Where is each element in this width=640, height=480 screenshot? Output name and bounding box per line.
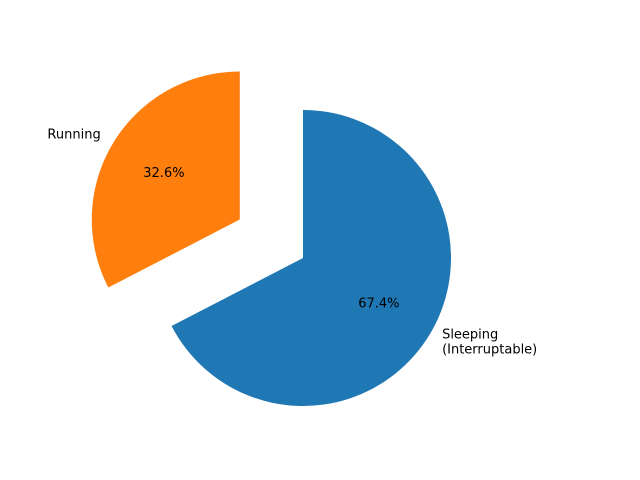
slice-label-sleeping-interruptable: Sleeping (Interruptable) (442, 328, 537, 358)
slice-label-running: Running (47, 127, 100, 142)
pct-label-running: 32.6% (143, 166, 184, 181)
pie-slice-running (91, 71, 240, 288)
pie-slice-sleeping-interruptable (171, 110, 452, 406)
pct-label-sleeping-interruptable: 67.4% (358, 297, 399, 312)
